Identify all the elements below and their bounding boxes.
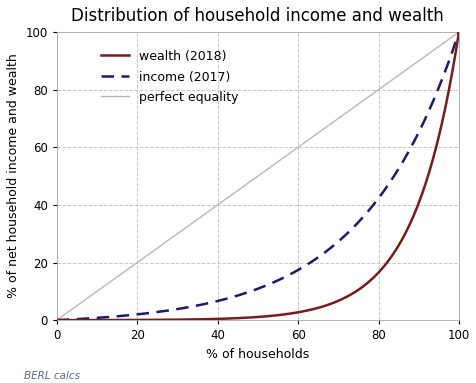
X-axis label: % of households: % of households [206,348,309,361]
Title: Distribution of household income and wealth: Distribution of household income and wea… [71,7,443,25]
Y-axis label: % of net household income and wealth: % of net household income and wealth [7,54,20,298]
Legend: wealth (2018), income (2017), perfect equality: wealth (2018), income (2017), perfect eq… [95,44,244,111]
Text: BERL calcs: BERL calcs [24,371,79,381]
